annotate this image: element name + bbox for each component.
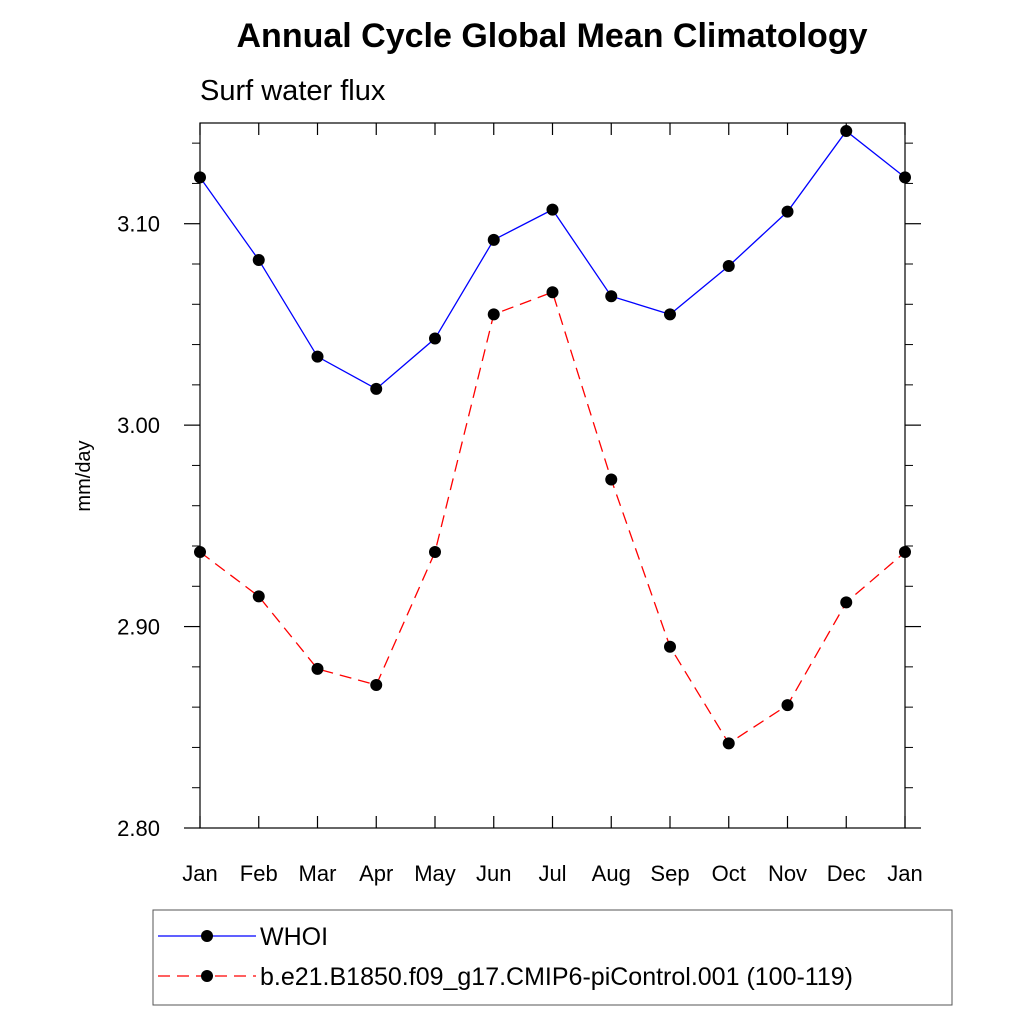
series-layer — [194, 125, 911, 750]
y-tick-label-3: 3.10 — [117, 212, 160, 237]
x-tick-label-12: Jan — [887, 861, 922, 886]
series-1-point-11 — [840, 596, 853, 609]
series-line-1 — [199, 291, 906, 745]
series-0-point-10 — [781, 205, 794, 218]
series-0-point-2 — [311, 350, 324, 363]
legend-label-1: b.e21.B1850.f09_g17.CMIP6-piControl.001 … — [260, 963, 853, 991]
plot-axes: Jan Feb Mar Apr May Jun Jul Aug Sep Oct Nov Dec Jan 2… — [117, 123, 923, 886]
y-tick-label-2: 3.00 — [117, 413, 160, 438]
legend: WHOI b.e21.B1850.f09_g17.CMIP6-piControl.… — [152, 909, 953, 1006]
x-tick-label-1: Feb — [240, 861, 278, 886]
series-1-point-6 — [546, 286, 559, 299]
y-tick-label-0: 2.80 — [117, 816, 160, 841]
legend-box — [152, 909, 953, 1006]
y-axis-label: mm/day — [73, 440, 95, 511]
legend-label-0: WHOI — [260, 923, 328, 951]
x-tick-label-11: Dec — [827, 861, 866, 886]
chart-title: Annual Cycle Global Mean Climatology — [237, 17, 868, 55]
y-tick-label-1: 2.90 — [117, 615, 160, 640]
series-0-point-7 — [605, 290, 618, 303]
series-1-point-2 — [311, 662, 324, 675]
x-tick-label-9: Oct — [712, 861, 746, 886]
x-tick-label-6: Jul — [538, 861, 566, 886]
series-0-point-5 — [487, 233, 500, 246]
series-1-point-1 — [252, 590, 265, 603]
legend-marker-1 — [201, 970, 213, 982]
plot-frame — [199, 122, 906, 829]
x-tick-label-2: Mar — [299, 861, 337, 886]
x-tick-label-3: Apr — [359, 861, 393, 886]
legend-marker-0 — [201, 930, 213, 942]
x-tick-label-8: Sep — [650, 861, 689, 886]
x-tick-label-5: Jun — [476, 861, 511, 886]
series-1-point-4 — [429, 546, 441, 559]
series-1-point-5 — [487, 308, 500, 321]
series-0-point-9 — [722, 260, 735, 273]
x-tick-label-0: Jan — [182, 861, 217, 886]
series-1-point-8 — [664, 640, 676, 653]
series-0-point-8 — [664, 308, 676, 321]
series-0-point-6 — [546, 203, 559, 216]
series-0-point-11 — [840, 125, 853, 138]
series-0-point-3 — [370, 382, 383, 395]
x-tick-label-10: Nov — [768, 861, 807, 886]
series-1-point-9 — [722, 737, 735, 750]
x-tick-label-4: May — [414, 861, 456, 886]
series-1-point-10 — [781, 699, 794, 712]
series-0-point-4 — [429, 332, 441, 345]
series-line-0 — [199, 130, 906, 390]
chart-subtitle: Surf water flux — [200, 75, 386, 107]
series-1-point-3 — [370, 678, 383, 691]
x-tick-label-7: Aug — [592, 861, 631, 886]
series-1-point-7 — [605, 473, 618, 486]
series-0-point-1 — [252, 253, 265, 266]
